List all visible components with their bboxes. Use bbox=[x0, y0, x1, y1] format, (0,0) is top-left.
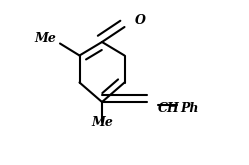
Text: O: O bbox=[135, 15, 146, 28]
Text: Me: Me bbox=[34, 33, 56, 46]
Text: Me: Me bbox=[91, 116, 113, 130]
Text: CH: CH bbox=[158, 101, 179, 115]
Text: Ph: Ph bbox=[180, 101, 198, 115]
